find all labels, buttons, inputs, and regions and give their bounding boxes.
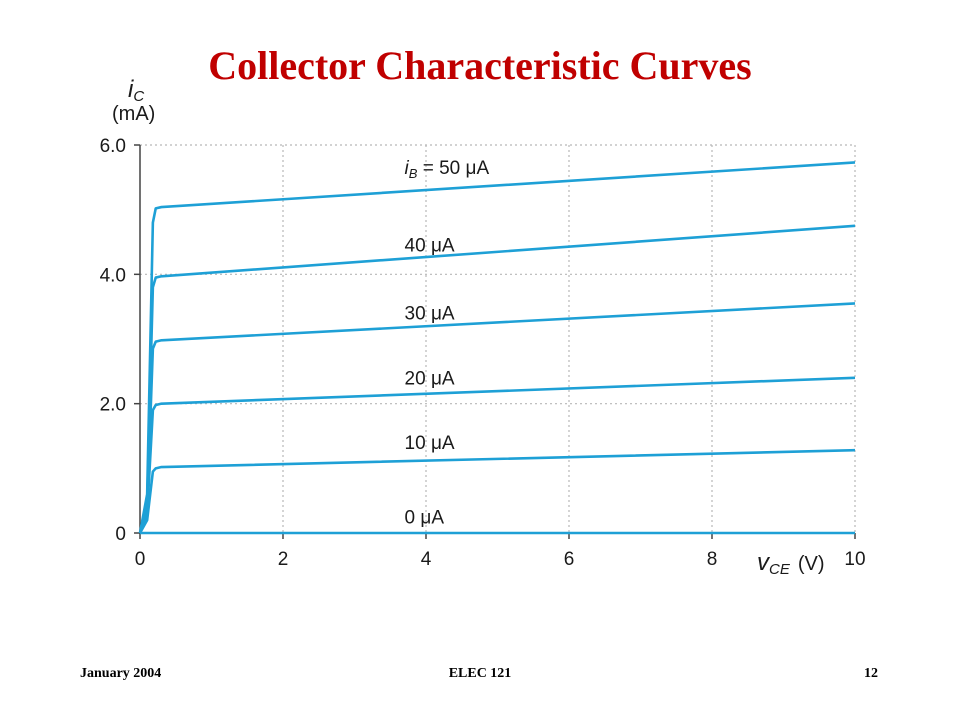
y-axis-label: iC xyxy=(128,76,144,105)
y-tick-label: 4.0 xyxy=(100,265,126,286)
curve-label: 10 μA xyxy=(405,433,455,454)
curve-series xyxy=(138,376,856,534)
footer-course: ELEC 121 xyxy=(448,666,512,681)
curve-label: iB = 50 μA xyxy=(405,158,490,181)
curve-series xyxy=(138,302,856,534)
curve-label: 0 μA xyxy=(405,507,445,528)
x-tick-label: 2 xyxy=(278,549,289,570)
curve-series xyxy=(138,161,856,534)
x-tick-label: 8 xyxy=(707,549,718,570)
y-tick-label: 6.0 xyxy=(100,136,126,157)
x-tick-label: 10 xyxy=(844,549,865,570)
footer-page-number: 12 xyxy=(864,666,878,681)
curve-series xyxy=(138,448,856,534)
axes: 0 2 4 6 8 10 0 2.0 4.0 6.0 xyxy=(100,136,866,570)
curve-label: 30 μA xyxy=(405,304,455,325)
x-tick-label: 0 xyxy=(135,549,146,570)
curves xyxy=(138,161,856,535)
curve-label: 20 μA xyxy=(405,368,455,389)
footer-date: January 2004 xyxy=(80,666,162,681)
curve-label: 40 μA xyxy=(405,236,455,257)
y-tick-label: 2.0 xyxy=(100,395,126,416)
y-axis-unit: (mA) xyxy=(112,103,155,125)
y-tick-label: 0 xyxy=(115,524,126,545)
x-axis-label: vCE (V) xyxy=(757,549,825,578)
grid xyxy=(140,144,856,533)
slide-title: Collector Characteristic Curves xyxy=(208,43,752,88)
x-tick-label: 6 xyxy=(564,549,575,570)
curve-series xyxy=(138,224,856,534)
x-tick-label: 4 xyxy=(421,549,432,570)
